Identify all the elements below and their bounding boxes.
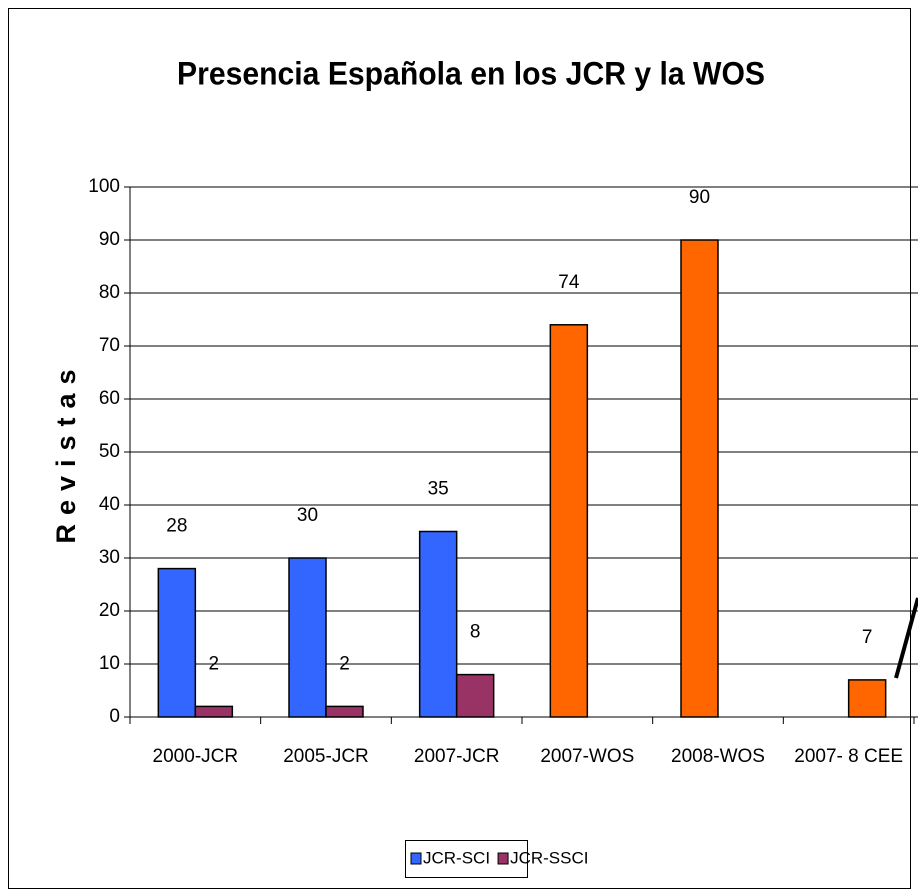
- bar: [194, 705, 234, 718]
- x-tick-label: 2008-WOS: [671, 746, 765, 767]
- value-label: 90: [689, 187, 710, 208]
- y-tick-label: 20: [99, 600, 120, 621]
- bar: [288, 557, 327, 718]
- bar: [680, 239, 719, 718]
- legend-swatch: [410, 852, 422, 865]
- y-tick-label: 80: [99, 282, 120, 303]
- x-tick-label: 2000-JCR: [153, 746, 239, 767]
- y-tick-label: 10: [99, 653, 120, 674]
- x-tick-label: 2005-JCR: [283, 746, 369, 767]
- legend-swatch: [497, 852, 509, 865]
- value-label: 30: [297, 505, 318, 526]
- value-label: 2: [339, 653, 350, 674]
- y-tick-label: 30: [99, 547, 120, 568]
- y-tick-label: 50: [99, 441, 120, 462]
- bar: [549, 324, 589, 718]
- chart-border: [8, 8, 911, 889]
- bar: [847, 679, 887, 718]
- y-tick-label: 90: [99, 229, 120, 250]
- y-tick-label: 70: [99, 335, 120, 356]
- x-tick-label: 2007- 8 CEE: [794, 746, 903, 767]
- value-label: 74: [558, 272, 580, 293]
- bar: [325, 705, 364, 718]
- value-label: 35: [428, 479, 449, 500]
- x-tick-label: 2007-WOS: [540, 746, 634, 767]
- value-label: 28: [166, 516, 187, 537]
- value-label: 7: [862, 627, 873, 648]
- x-tick-label: 2007-JCR: [414, 746, 500, 767]
- bar: [418, 530, 458, 718]
- legend-label: JCR-SSCI: [510, 848, 588, 867]
- value-label: 2: [209, 653, 220, 674]
- y-tick-label: 0: [109, 706, 120, 727]
- y-tick-label: 100: [88, 176, 120, 197]
- bar: [455, 673, 495, 718]
- value-label: 8: [470, 622, 481, 643]
- legend-label: JCR-SCI: [423, 848, 490, 867]
- y-axis-title: Revistas: [51, 360, 81, 543]
- y-tick-label: 40: [99, 494, 120, 515]
- chart-title: Presencia Española en los JCR y la WOS: [177, 55, 765, 91]
- y-tick-label: 60: [99, 388, 120, 409]
- bar: [157, 567, 197, 718]
